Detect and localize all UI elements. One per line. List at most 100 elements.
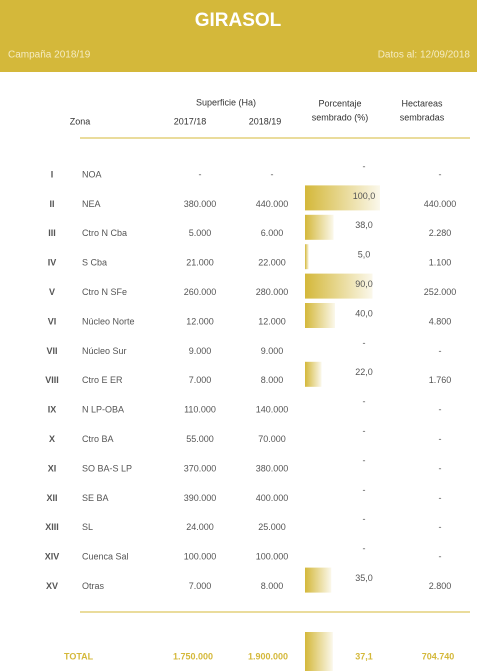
col-header: Porcentaje	[318, 98, 361, 108]
pct-bar	[305, 567, 332, 593]
pct-bar	[305, 303, 335, 328]
pct-bar	[305, 244, 309, 270]
area-2018: 380.000	[256, 463, 289, 473]
pct-label: 90,0	[355, 279, 373, 289]
hectares: -	[439, 405, 442, 415]
hectares: 2.800	[429, 581, 452, 591]
col-header: Hectareas	[401, 98, 443, 108]
total-hectares: 704.740	[422, 651, 455, 661]
area-2017: -	[199, 169, 202, 179]
pct-label: -	[363, 426, 366, 436]
pct-bar	[305, 632, 333, 671]
area-2018: 8.000	[261, 581, 284, 591]
col-header: 2017/18	[174, 116, 207, 126]
hectares: -	[439, 522, 442, 532]
header-band	[0, 0, 477, 72]
pct-label: -	[363, 397, 366, 407]
area-2018: 70.000	[258, 434, 286, 444]
area-2018: 12.000	[258, 316, 286, 326]
area-2017: 5.000	[189, 228, 212, 238]
zone: NEA	[82, 199, 101, 209]
area-2017: 7.000	[189, 581, 212, 591]
area-2017: 24.000	[186, 522, 214, 532]
zone: N LP-OBA	[82, 405, 124, 415]
col-header: Superficie (Ha)	[196, 97, 256, 107]
row-number: I	[51, 169, 54, 179]
area-2017: 260.000	[184, 287, 217, 297]
area-2018: 22.000	[258, 258, 286, 268]
area-2018: 9.000	[261, 346, 284, 356]
zone: Núcleo Sur	[82, 346, 127, 356]
area-2018: 6.000	[261, 228, 284, 238]
pct-label: -	[363, 338, 366, 348]
row-number: II	[49, 199, 54, 209]
hectares: 252.000	[424, 287, 457, 297]
row-number: XI	[48, 463, 57, 473]
area-2017: 21.000	[186, 258, 214, 268]
area-2018: 280.000	[256, 287, 289, 297]
hectares: -	[439, 463, 442, 473]
pct-bar	[305, 214, 334, 240]
area-2017: 390.000	[184, 493, 217, 503]
hectares: 440.000	[424, 199, 457, 209]
hectares: -	[439, 552, 442, 562]
hectares: 1.100	[429, 258, 452, 268]
area-2018: 140.000	[256, 405, 289, 415]
pct-label: 35,0	[355, 573, 373, 583]
total-2017: 1.750.000	[173, 651, 213, 661]
hectares: 2.280	[429, 228, 452, 238]
area-2017: 110.000	[184, 405, 216, 415]
area-2018: 440.000	[256, 199, 289, 209]
col-header: Zona	[70, 116, 91, 126]
area-2018: 25.000	[258, 522, 286, 532]
pct-bar	[305, 361, 322, 387]
hectares: 4.800	[429, 316, 452, 326]
pct-label: 22,0	[355, 367, 373, 377]
hectares: -	[439, 169, 442, 179]
pct-label: -	[363, 514, 366, 524]
row-number: VI	[48, 316, 57, 326]
area-2017: 100.000	[184, 552, 217, 562]
col-header: 2018/19	[249, 116, 282, 126]
row-number: XII	[46, 493, 57, 503]
area-2017: 370.000	[184, 463, 217, 473]
row-number: IV	[48, 258, 57, 268]
total-2018: 1.900.000	[248, 651, 288, 661]
hectares: -	[439, 493, 442, 503]
row-number: VIII	[45, 375, 59, 385]
area-2018: 8.000	[261, 375, 284, 385]
pct-label: -	[363, 485, 366, 495]
hectares: 1.760	[429, 375, 452, 385]
area-2017: 7.000	[189, 375, 212, 385]
hectares: -	[439, 434, 442, 444]
area-2018: 100.000	[256, 552, 289, 562]
zone: Otras	[82, 581, 105, 591]
zone: Núcleo Norte	[82, 316, 135, 326]
area-2017: 12.000	[186, 316, 214, 326]
row-number: XIV	[45, 552, 60, 562]
campaign: Campaña 2018/19	[8, 50, 91, 61]
zone: S Cba	[82, 258, 107, 268]
rows: I NOA - - - - II NEA 380.000 440.000 100,0 440.000 I…	[45, 161, 457, 671]
row-number: III	[48, 228, 56, 238]
row-number: XV	[46, 581, 58, 591]
zone: Ctro N Cba	[82, 228, 127, 238]
zone: SO BA-S LP	[82, 463, 132, 473]
area-2017: 9.000	[189, 346, 212, 356]
pct-label: -	[363, 544, 366, 554]
zone: SE BA	[82, 493, 109, 503]
row-number: XIII	[45, 522, 59, 532]
row-number: IX	[48, 405, 57, 415]
area-2017: 55.000	[186, 434, 214, 444]
zone: Cuenca Sal	[82, 552, 129, 562]
pct-label: 40,0	[355, 308, 373, 318]
title: GIRASOL	[195, 10, 282, 31]
date: Datos al: 12/09/2018	[378, 50, 471, 61]
total-label: TOTAL	[64, 651, 94, 661]
pct-label: -	[363, 455, 366, 465]
hectares: -	[439, 346, 442, 356]
row-number: V	[49, 287, 55, 297]
zone: Ctro N SFe	[82, 287, 127, 297]
